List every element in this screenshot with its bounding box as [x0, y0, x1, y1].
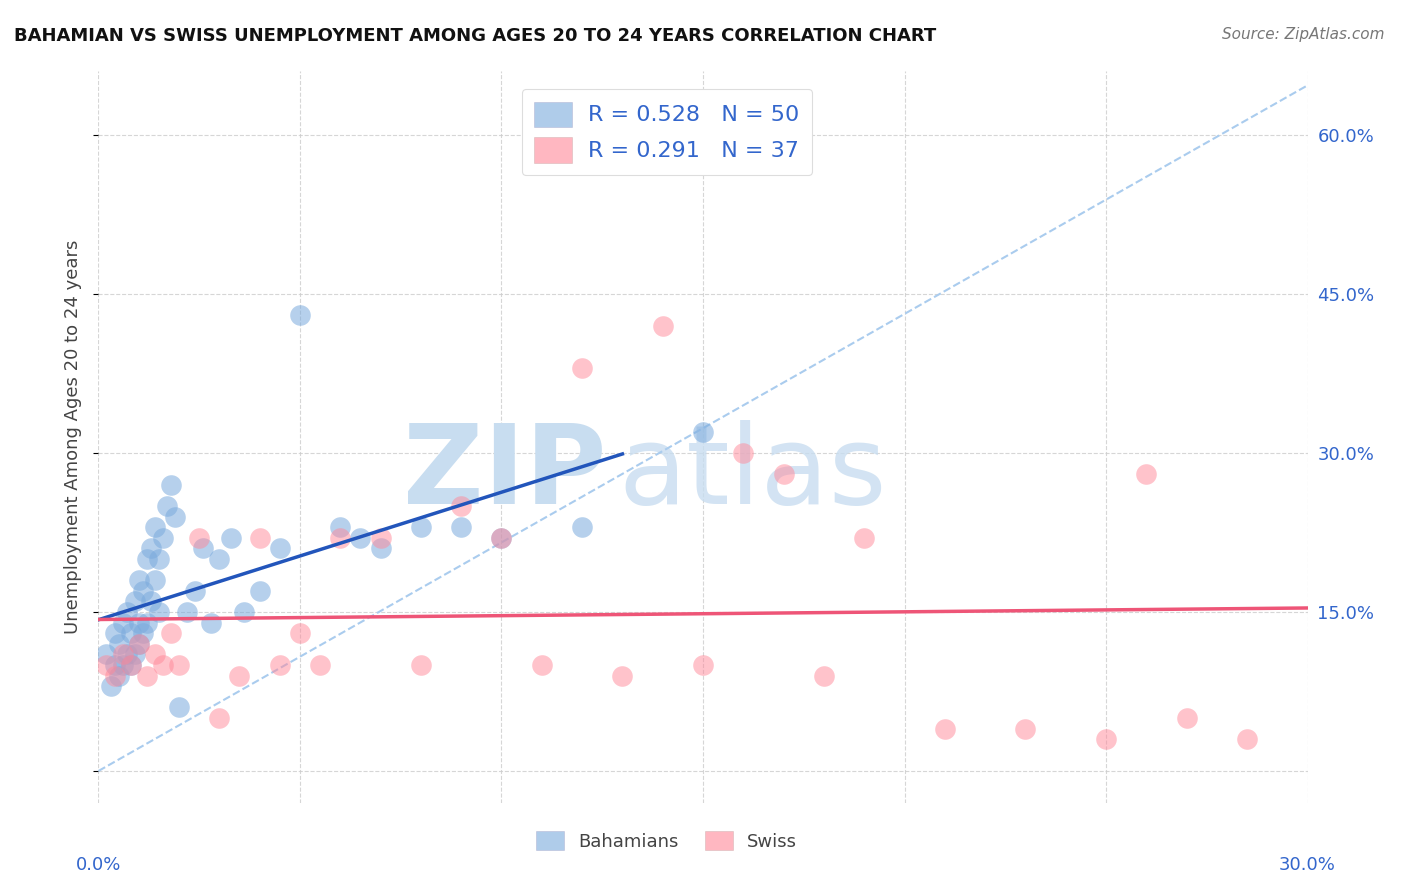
Point: [167, 700, 190, 714]
Point: [96, 658, 118, 673]
Point: [128, 637, 150, 651]
Point: [163, 509, 186, 524]
Y-axis label: Unemployment Among Ages 20 to 24 years: Unemployment Among Ages 20 to 24 years: [65, 240, 83, 634]
Point: [1014, 722, 1036, 736]
Point: [329, 531, 352, 545]
Point: [409, 520, 432, 534]
Point: [571, 361, 593, 376]
Point: [111, 648, 134, 662]
Point: [184, 583, 207, 598]
Text: Source: ZipAtlas.com: Source: ZipAtlas.com: [1222, 27, 1385, 42]
Point: [221, 531, 243, 545]
Point: [128, 573, 150, 587]
Point: [107, 637, 129, 651]
Point: [269, 658, 291, 673]
Point: [143, 573, 166, 587]
Point: [148, 605, 170, 619]
Point: [249, 531, 271, 545]
Point: [120, 658, 142, 673]
Point: [409, 658, 432, 673]
Point: [530, 658, 553, 673]
Point: [103, 626, 125, 640]
Point: [167, 658, 190, 673]
Point: [115, 605, 138, 619]
Point: [148, 552, 170, 566]
Point: [651, 318, 673, 333]
Point: [193, 541, 215, 556]
Point: [269, 541, 291, 556]
Point: [491, 531, 513, 545]
Point: [115, 648, 138, 662]
Point: [208, 711, 231, 725]
Point: [733, 446, 755, 460]
Point: [124, 594, 146, 608]
Point: [176, 605, 198, 619]
Point: [450, 520, 472, 534]
Point: [135, 615, 157, 630]
Point: [103, 668, 125, 682]
Point: [143, 520, 166, 534]
Point: [1175, 711, 1198, 725]
Point: [100, 679, 122, 693]
Point: [1135, 467, 1157, 482]
Point: [188, 531, 211, 545]
Point: [370, 541, 392, 556]
Point: [692, 658, 714, 673]
Point: [329, 520, 352, 534]
Point: [139, 594, 162, 608]
Point: [128, 637, 150, 651]
Point: [111, 615, 134, 630]
Point: [1095, 732, 1118, 747]
Text: BAHAMIAN VS SWISS UNEMPLOYMENT AMONG AGES 20 TO 24 YEARS CORRELATION CHART: BAHAMIAN VS SWISS UNEMPLOYMENT AMONG AGE…: [14, 27, 936, 45]
Point: [232, 605, 254, 619]
Point: [288, 626, 311, 640]
Text: 0.0%: 0.0%: [76, 855, 121, 874]
Point: [135, 668, 157, 682]
Point: [249, 583, 271, 598]
Point: [152, 658, 174, 673]
Point: [309, 658, 332, 673]
Point: [208, 552, 231, 566]
Point: [120, 626, 142, 640]
Point: [692, 425, 714, 439]
Point: [96, 648, 118, 662]
Point: [571, 520, 593, 534]
Point: [450, 499, 472, 513]
Point: [491, 531, 513, 545]
Text: 30.0%: 30.0%: [1279, 855, 1336, 874]
Point: [120, 658, 142, 673]
Point: [853, 531, 876, 545]
Point: [612, 668, 634, 682]
Point: [349, 531, 371, 545]
Point: [124, 648, 146, 662]
Point: [288, 308, 311, 322]
Point: [370, 531, 392, 545]
Point: [111, 658, 134, 673]
Point: [152, 531, 174, 545]
Legend: Bahamians, Swiss: Bahamians, Swiss: [527, 822, 806, 860]
Point: [103, 658, 125, 673]
Point: [1236, 732, 1258, 747]
Point: [128, 615, 150, 630]
Point: [107, 668, 129, 682]
Point: [160, 626, 183, 640]
Point: [160, 477, 183, 491]
Point: [934, 722, 956, 736]
Point: [813, 668, 835, 682]
Text: atlas: atlas: [619, 420, 887, 527]
Point: [132, 583, 155, 598]
Point: [200, 615, 222, 630]
Point: [135, 552, 157, 566]
Text: ZIP: ZIP: [404, 420, 606, 527]
Point: [139, 541, 162, 556]
Point: [143, 648, 166, 662]
Point: [156, 499, 179, 513]
Point: [132, 626, 155, 640]
Point: [772, 467, 794, 482]
Point: [228, 668, 250, 682]
